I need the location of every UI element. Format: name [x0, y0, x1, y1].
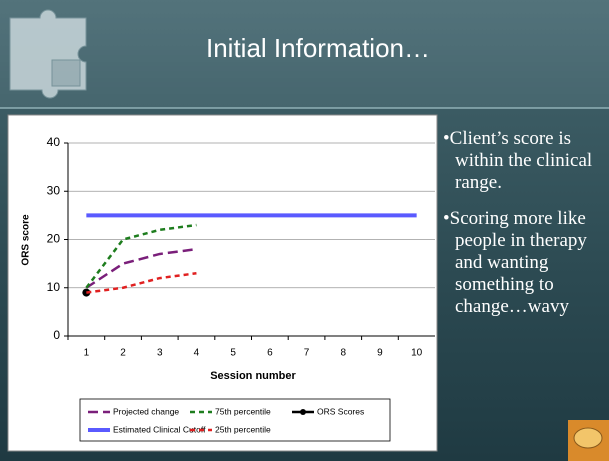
x-axis-label: Session number [210, 370, 296, 382]
x-tick-label: 5 [230, 348, 236, 359]
legend-label: 75th percentile [215, 406, 271, 416]
x-tick-label: 7 [304, 348, 310, 359]
x-tick-label: 9 [377, 348, 383, 359]
legend-marker [300, 409, 306, 415]
slide-title: Initial Information… [206, 33, 430, 63]
puzzle-decoration [10, 10, 86, 98]
y-tick-label: 20 [47, 232, 61, 246]
corner-image [568, 420, 609, 461]
y-tick-label: 40 [47, 135, 61, 149]
slide: Initial Information… ORS score Session n… [0, 0, 609, 461]
y-tick-label: 0 [53, 328, 60, 342]
legend-label: ORS Scores [317, 406, 364, 416]
bullet: •Scoring more like people in therapy and… [443, 208, 609, 318]
x-tick-label: 10 [411, 348, 423, 359]
bullet-list: •Client’s score is within the clinical r… [443, 128, 609, 332]
legend-label: Projected change [113, 406, 179, 416]
y-tick-label: 10 [47, 280, 61, 294]
bullet: •Client’s score is within the clinical r… [443, 128, 609, 194]
x-tick-label: 1 [84, 348, 90, 359]
legend-label: 25th percentile [215, 424, 271, 434]
x-tick-label: 2 [120, 348, 126, 359]
y-tick-label: 30 [47, 183, 61, 197]
x-tick-label: 3 [157, 348, 163, 359]
x-tick-label: 8 [340, 348, 346, 359]
x-tick-label: 4 [194, 348, 200, 359]
y-axis-label: ORS score [21, 214, 32, 266]
x-tick-label: 6 [267, 348, 273, 359]
